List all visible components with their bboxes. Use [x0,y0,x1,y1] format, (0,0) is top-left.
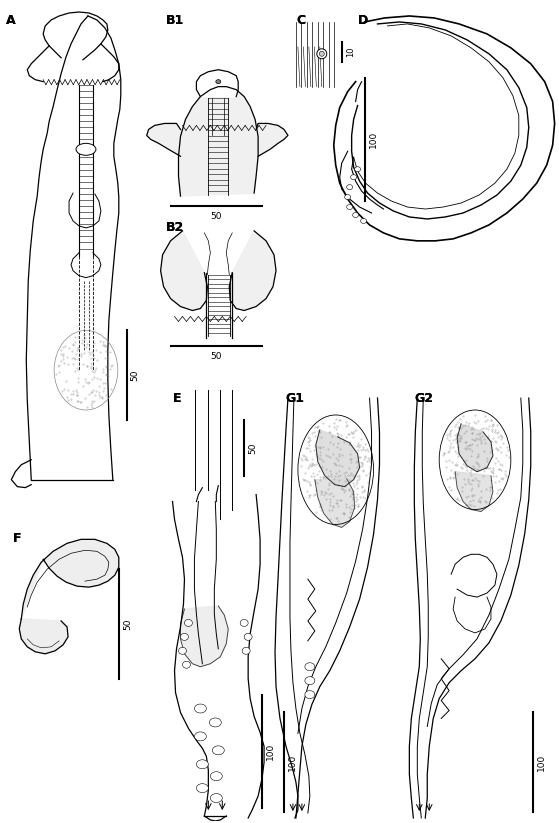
Ellipse shape [347,184,353,189]
Text: 50: 50 [248,442,257,453]
Ellipse shape [210,772,222,781]
Polygon shape [160,231,207,310]
Polygon shape [451,554,497,597]
Polygon shape [69,193,101,228]
Text: A: A [6,14,16,27]
Ellipse shape [212,746,224,755]
Text: B1: B1 [165,14,184,27]
Ellipse shape [305,663,315,671]
Text: 100: 100 [266,742,275,760]
Text: A: A [6,14,16,27]
Polygon shape [181,606,228,667]
Ellipse shape [350,174,357,179]
Ellipse shape [319,51,324,56]
Ellipse shape [361,218,367,223]
Ellipse shape [181,634,188,640]
Ellipse shape [196,783,209,793]
Polygon shape [316,430,359,486]
Text: D: D [358,14,368,27]
Text: 100: 100 [368,131,377,148]
Ellipse shape [76,143,96,156]
Text: 50: 50 [131,370,140,381]
Ellipse shape [354,167,361,172]
Text: C: C [296,14,305,27]
Ellipse shape [305,677,315,685]
Ellipse shape [210,718,221,727]
Text: 50: 50 [123,618,132,630]
Text: 50: 50 [211,352,222,361]
Ellipse shape [195,704,206,713]
Polygon shape [256,123,288,156]
Ellipse shape [184,620,192,626]
Ellipse shape [305,690,315,699]
Ellipse shape [216,80,221,84]
Ellipse shape [178,648,187,654]
Text: 100: 100 [537,754,546,771]
Text: C: C [296,14,305,27]
Polygon shape [146,123,181,156]
Text: B2: B2 [165,221,184,234]
Polygon shape [196,70,238,96]
Text: 100: 100 [288,754,297,771]
Text: G1: G1 [285,392,304,405]
Text: 10: 10 [345,47,354,57]
Ellipse shape [195,732,206,741]
Text: G1: G1 [285,392,304,405]
Polygon shape [20,619,68,653]
Text: G2: G2 [414,392,433,405]
Ellipse shape [317,49,327,58]
Polygon shape [229,231,276,310]
Polygon shape [21,539,119,619]
Ellipse shape [210,793,222,802]
Ellipse shape [347,205,353,210]
Text: 50: 50 [211,212,222,221]
Ellipse shape [345,194,350,199]
Text: G2: G2 [414,392,433,405]
Ellipse shape [244,634,252,640]
Text: B2: B2 [165,221,184,234]
Text: D: D [358,14,368,27]
Polygon shape [178,86,258,196]
Polygon shape [457,424,493,472]
Text: F: F [13,532,22,546]
Text: F: F [13,532,22,546]
Ellipse shape [240,620,248,626]
Polygon shape [315,479,354,528]
Text: E: E [173,392,181,405]
Ellipse shape [242,648,250,654]
Polygon shape [453,597,491,633]
Ellipse shape [353,212,359,217]
Text: B1: B1 [165,14,184,27]
Ellipse shape [182,661,191,668]
Polygon shape [455,472,493,512]
Polygon shape [71,253,101,277]
Ellipse shape [196,760,209,769]
Text: E: E [173,392,181,405]
